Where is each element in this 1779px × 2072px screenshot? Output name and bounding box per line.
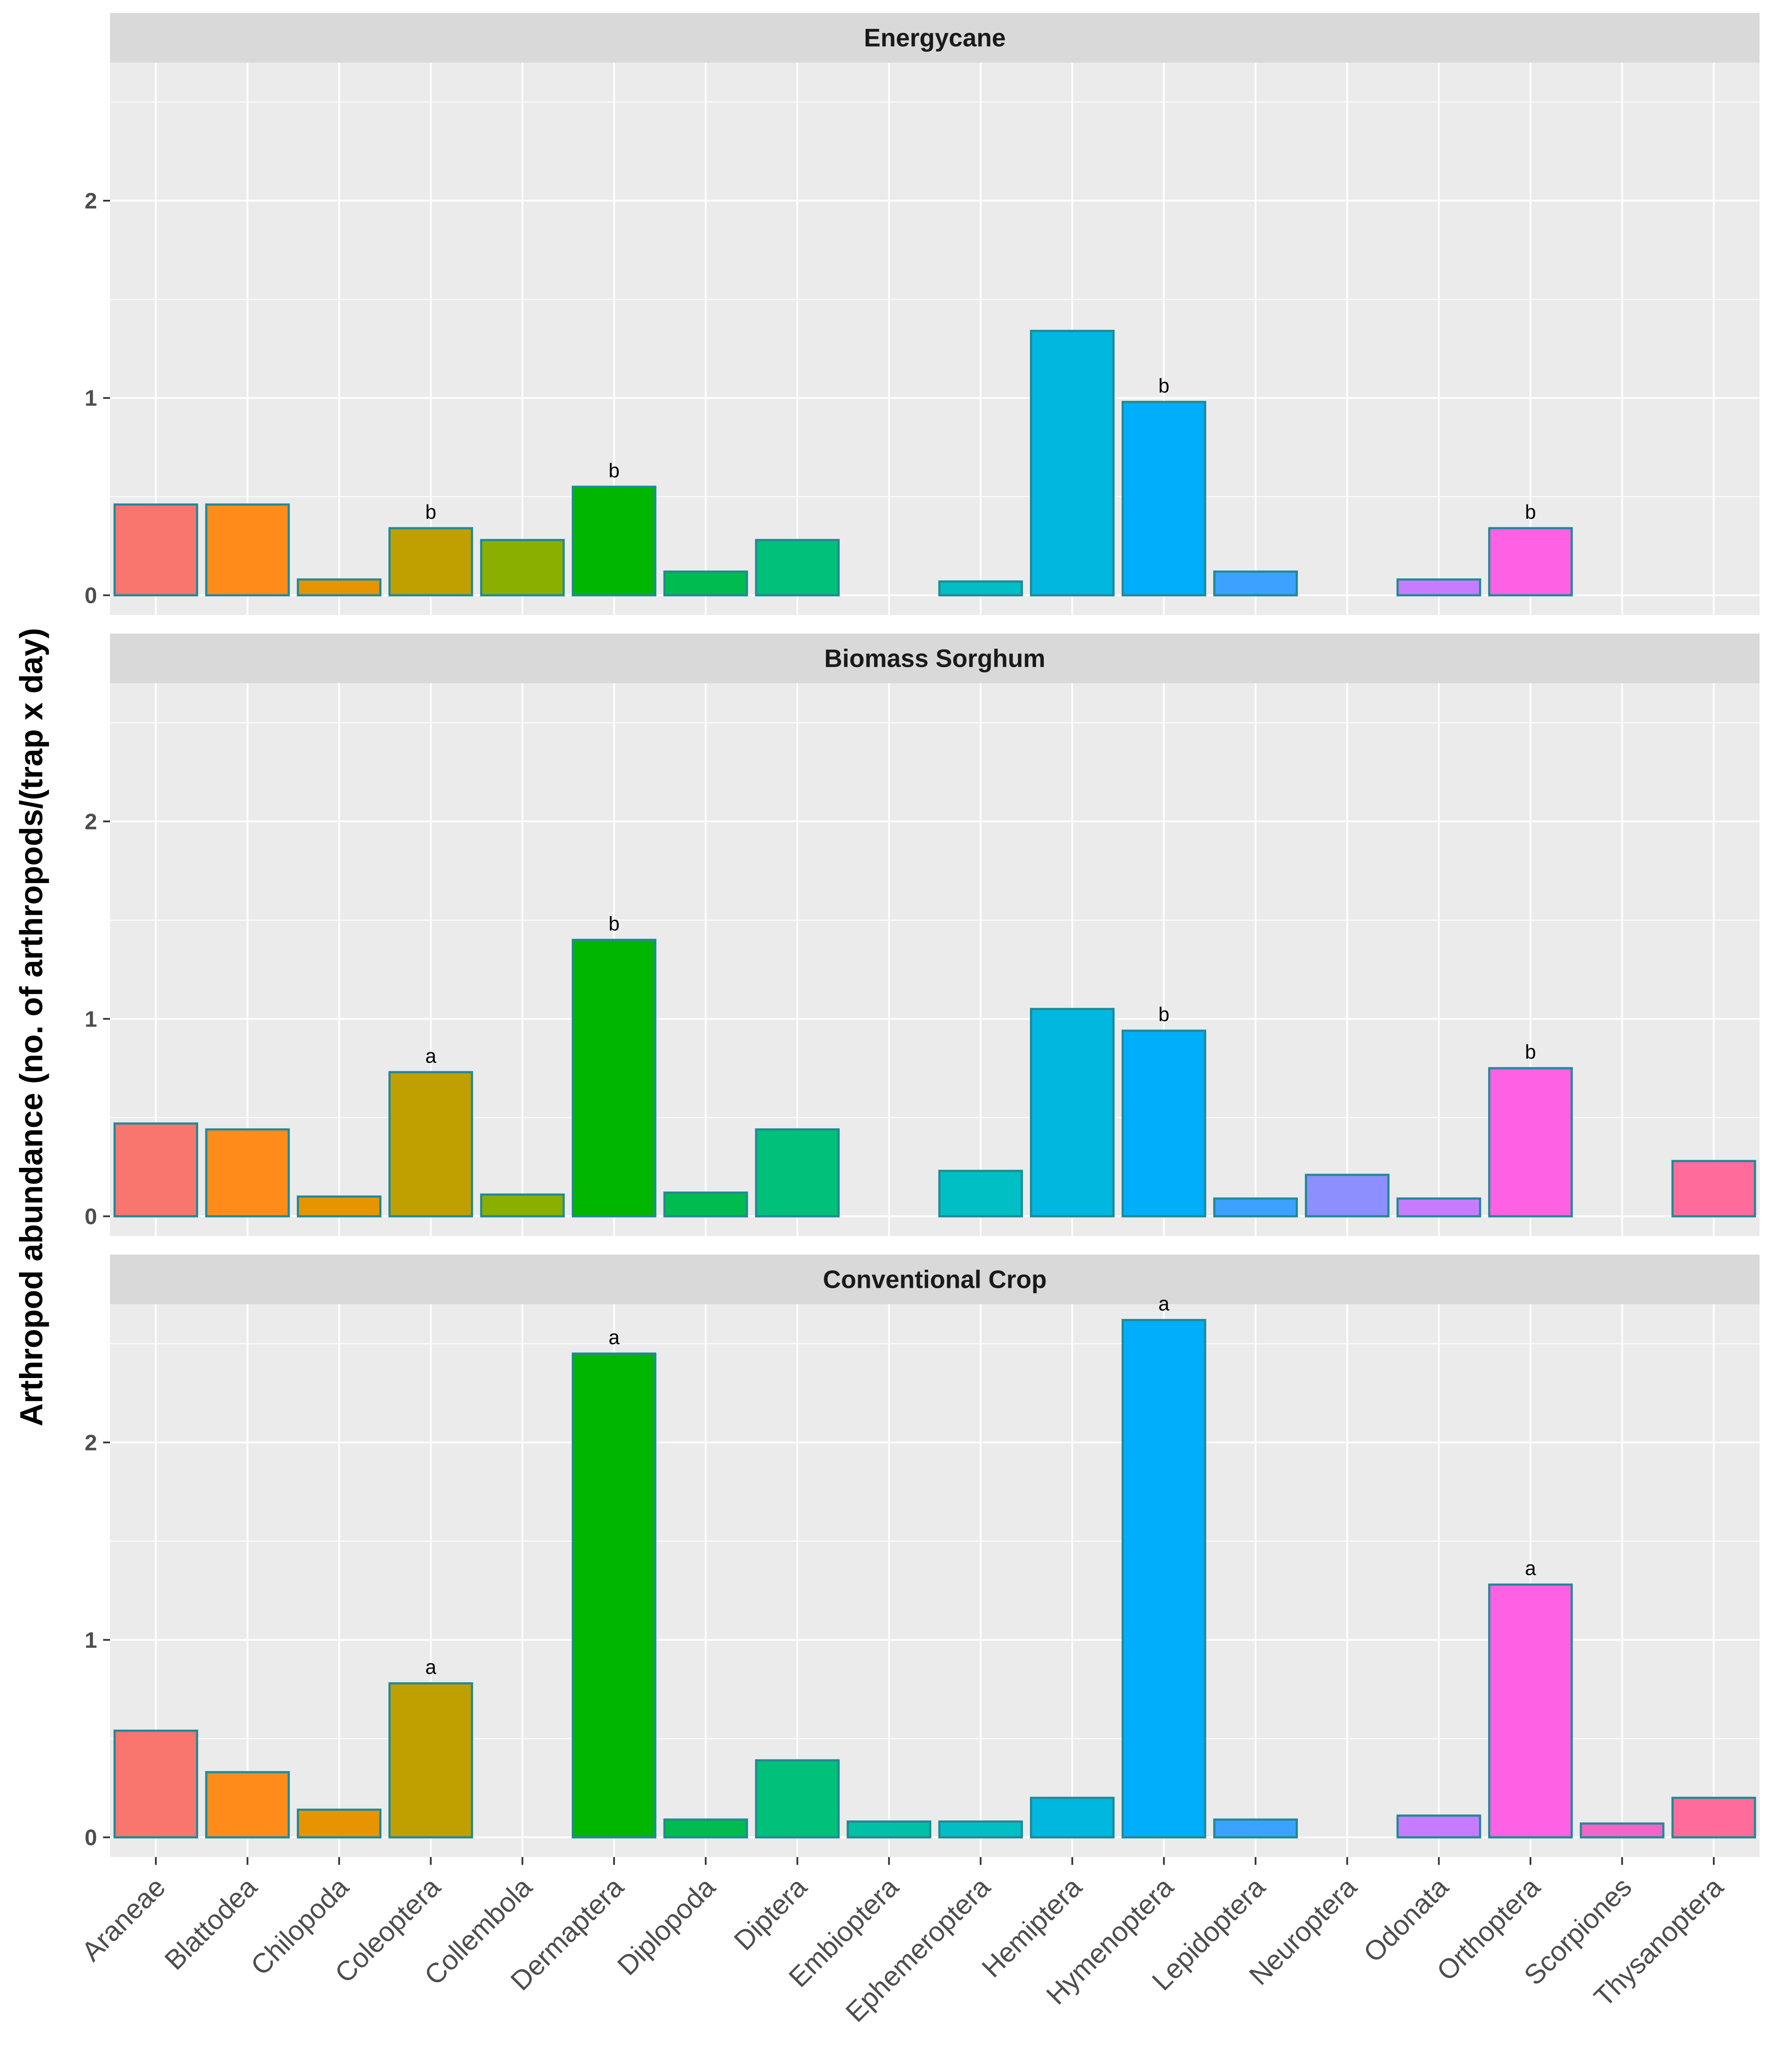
bar-diplopoda [663,570,748,596]
y-tick-label: 0 [85,583,97,608]
bar-dermaptera [572,939,657,1217]
facet-strip [110,13,1760,63]
bar-hymenoptera [1121,1029,1206,1217]
bar-araneae [113,503,198,596]
bar-orthoptera [1488,527,1573,596]
bar-chilopoda [296,578,382,596]
bar-thysanoptera [1671,1797,1756,1839]
significance-letter-hymenoptera: b [1159,1003,1170,1025]
bar-lepidoptera [1213,570,1298,596]
bar-collembola [480,1193,565,1217]
significance-letter-dermaptera: a [608,1326,620,1348]
facet-strip [110,634,1760,683]
y-tick-label: 1 [85,1007,97,1032]
significance-letter-dermaptera: b [608,912,620,935]
bar-series [113,939,1756,1217]
bar-orthoptera [1488,1067,1573,1217]
bar-chilopoda [296,1195,382,1217]
y-axis-title: Arthropod abundance (no. of arthropods/(… [13,628,49,1426]
bar-hemiptera [1030,1008,1115,1217]
bar-odonata [1396,1814,1481,1839]
bar-hymenoptera [1121,1319,1206,1839]
facet-strip [110,1255,1760,1304]
significance-letter-orthoptera: a [1525,1557,1536,1580]
bar-hemiptera [1030,330,1115,596]
bar-coleoptera [388,1071,473,1217]
y-tick-label: 2 [85,189,97,214]
bar-coleoptera [388,1682,473,1839]
bar-diptera [755,539,840,596]
facet-panel: Energycane 0 1 2 b b b b [85,13,1760,615]
bar-orthoptera [1488,1583,1573,1839]
significance-letter-dermaptera: b [608,459,620,482]
bar-ephemeroptera [938,580,1023,596]
bar-embioptera [847,1820,932,1839]
bar-neuroptera [1305,1173,1390,1217]
bar-collembola [480,539,565,596]
plot-background [110,1304,1760,1857]
bar-hymenoptera [1121,401,1206,596]
significance-letter-hymenoptera: a [1159,1293,1170,1315]
y-tick-label: 1 [85,386,97,411]
bar-araneae [113,1122,198,1217]
bar-lepidoptera [1213,1197,1298,1217]
bar-diptera [755,1128,840,1217]
significance-letter-hymenoptera: b [1159,374,1170,397]
significance-letter-coleoptera: a [425,1656,437,1678]
bar-diptera [755,1759,840,1839]
y-tick-label: 0 [85,1204,97,1229]
y-tick-label: 1 [85,1628,97,1653]
facet-title: Energycane [864,24,1006,52]
significance-letter-orthoptera: b [1525,501,1536,523]
bar-series [113,1319,1756,1839]
significance-letter-coleoptera: a [425,1044,437,1067]
significance-letters: a b b b [425,912,1536,1067]
bar-odonata [1396,578,1481,596]
facet-panel: Conventional Crop 0 1 2 a a a a [85,1255,1760,1857]
facet-panel: Biomass Sorghum 0 1 2 a b b b [85,634,1760,1236]
bar-hemiptera [1030,1797,1115,1839]
bar-dermaptera [572,1352,657,1839]
bar-araneae [113,1729,198,1839]
facet-title: Conventional Crop [823,1266,1047,1294]
bar-coleoptera [388,527,473,596]
bar-diplopoda [663,1818,748,1839]
significance-letter-orthoptera: b [1525,1041,1536,1063]
bar-ephemeroptera [938,1820,1023,1839]
bar-odonata [1396,1197,1481,1217]
plot-background [110,683,1760,1236]
plot-background [110,63,1760,615]
bar-dermaptera [572,486,657,596]
bar-lepidoptera [1213,1818,1298,1839]
bar-blattodea [205,503,290,596]
bar-thysanoptera [1671,1160,1756,1217]
significance-letters: a a a a [425,1293,1537,1678]
bar-scorpiones [1580,1822,1665,1839]
bar-chilopoda [296,1808,382,1839]
bar-ephemeroptera [938,1170,1023,1217]
bar-series [113,330,1573,596]
significance-letters: b b b b [425,374,1536,523]
gridlines [110,63,1760,615]
bar-blattodea [205,1128,290,1217]
significance-letter-coleoptera: b [425,501,437,523]
bar-blattodea [205,1771,290,1839]
y-tick-label: 2 [85,809,97,834]
bar-diplopoda [663,1191,748,1217]
facet-title: Biomass Sorghum [824,645,1045,673]
y-tick-label: 2 [85,1430,97,1455]
y-tick-label: 0 [85,1825,97,1850]
